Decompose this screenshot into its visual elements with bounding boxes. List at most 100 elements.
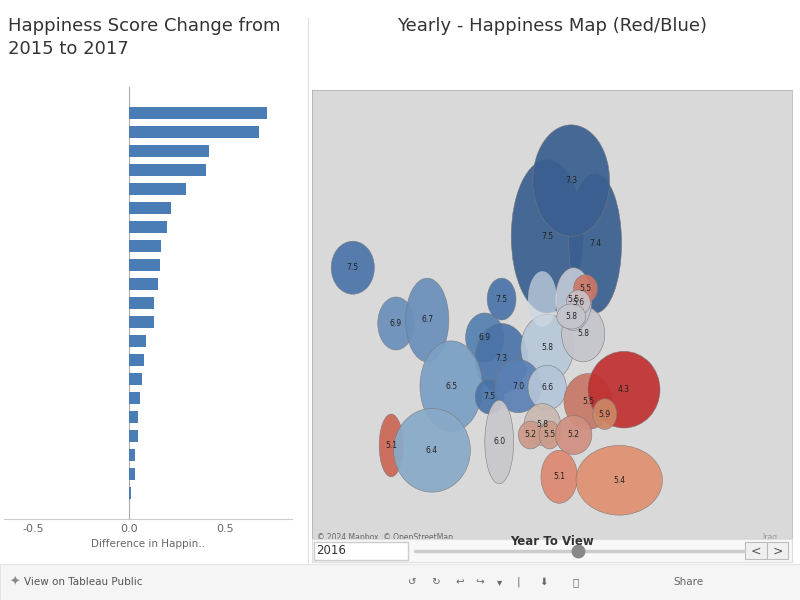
Text: 4.3: 4.3 <box>618 385 630 394</box>
Bar <box>129 487 130 499</box>
Ellipse shape <box>331 241 374 294</box>
Text: ↺: ↺ <box>408 577 416 587</box>
Ellipse shape <box>555 415 592 454</box>
FancyBboxPatch shape <box>746 542 766 559</box>
Bar <box>129 335 146 347</box>
Bar <box>129 468 134 481</box>
Bar <box>129 354 144 366</box>
Ellipse shape <box>533 125 610 236</box>
Text: ▾: ▾ <box>498 577 502 587</box>
Text: 6.5: 6.5 <box>445 382 458 391</box>
Ellipse shape <box>541 451 578 503</box>
Ellipse shape <box>466 313 504 362</box>
Text: ⬇: ⬇ <box>540 577 548 587</box>
Bar <box>129 125 259 138</box>
Text: 5.5: 5.5 <box>582 397 594 406</box>
Ellipse shape <box>588 352 660 428</box>
Ellipse shape <box>394 409 470 492</box>
Text: Yearly - Happiness Map (Red/Blue): Yearly - Happiness Map (Red/Blue) <box>397 17 707 35</box>
Text: ✦: ✦ <box>10 575 20 589</box>
Ellipse shape <box>518 421 542 449</box>
Text: <: < <box>750 544 762 557</box>
Ellipse shape <box>555 268 592 331</box>
Text: 7.5: 7.5 <box>541 232 554 241</box>
Ellipse shape <box>495 360 542 413</box>
Text: 5.8: 5.8 <box>536 420 549 429</box>
Ellipse shape <box>562 306 605 362</box>
Text: Year To View: Year To View <box>510 535 594 548</box>
Ellipse shape <box>566 290 590 315</box>
Ellipse shape <box>475 379 504 414</box>
FancyBboxPatch shape <box>314 542 408 560</box>
Ellipse shape <box>487 278 516 320</box>
Text: >: > <box>772 544 783 557</box>
Ellipse shape <box>406 278 449 362</box>
FancyBboxPatch shape <box>767 542 788 559</box>
Text: 5.2: 5.2 <box>525 430 536 439</box>
Ellipse shape <box>564 374 612 430</box>
Text: 2016: 2016 <box>316 544 346 557</box>
Text: Happiness Score Change from
2015 to 2017: Happiness Score Change from 2015 to 2017 <box>8 17 281 58</box>
Text: 6.7: 6.7 <box>421 316 434 325</box>
Text: ↻: ↻ <box>432 577 440 587</box>
Bar <box>129 411 138 423</box>
Bar <box>129 449 134 461</box>
Text: 5.5: 5.5 <box>567 295 580 304</box>
Text: 5.5: 5.5 <box>579 284 592 293</box>
Ellipse shape <box>593 399 617 430</box>
Text: 7.5: 7.5 <box>495 295 508 304</box>
Bar <box>129 183 186 195</box>
Text: 6.9: 6.9 <box>390 319 402 328</box>
Text: 6.4: 6.4 <box>426 446 438 455</box>
Text: 7.5: 7.5 <box>483 392 496 401</box>
Ellipse shape <box>524 404 561 445</box>
Ellipse shape <box>378 297 414 350</box>
Text: View on Tableau Public: View on Tableau Public <box>24 577 142 587</box>
Text: 5.5: 5.5 <box>543 430 556 439</box>
Bar <box>129 145 210 157</box>
Text: Iraq: Iraq <box>762 533 778 542</box>
Bar <box>129 107 267 119</box>
Bar <box>129 278 158 290</box>
Text: 6.0: 6.0 <box>493 437 506 446</box>
Ellipse shape <box>528 365 566 410</box>
Bar <box>129 297 154 309</box>
Text: © 2024 Mapbox  © OpenStreetMap: © 2024 Mapbox © OpenStreetMap <box>317 533 453 542</box>
Text: Share: Share <box>673 577 703 587</box>
Bar <box>129 240 162 252</box>
Text: 7.4: 7.4 <box>589 239 602 248</box>
Ellipse shape <box>528 271 557 327</box>
Ellipse shape <box>557 304 586 329</box>
Bar <box>129 373 142 385</box>
Text: 5.8: 5.8 <box>565 312 578 321</box>
Ellipse shape <box>379 414 403 477</box>
Text: 5.9: 5.9 <box>598 410 611 419</box>
Ellipse shape <box>521 314 574 382</box>
Text: 5.1: 5.1 <box>554 472 565 481</box>
Ellipse shape <box>574 275 598 302</box>
Ellipse shape <box>569 173 622 313</box>
Text: ↪: ↪ <box>476 577 484 587</box>
Ellipse shape <box>539 421 560 449</box>
Text: 5.2: 5.2 <box>568 430 579 439</box>
Ellipse shape <box>420 341 482 431</box>
Text: ⬜: ⬜ <box>573 577 579 587</box>
Ellipse shape <box>576 445 662 515</box>
Ellipse shape <box>485 400 514 484</box>
Bar <box>129 202 171 214</box>
Bar <box>129 259 159 271</box>
Text: 7.5: 7.5 <box>346 263 359 272</box>
Bar <box>129 316 154 328</box>
Text: 5.4: 5.4 <box>613 476 626 485</box>
Bar <box>129 221 167 233</box>
Text: 5.6: 5.6 <box>572 298 585 307</box>
Text: 5.1: 5.1 <box>386 441 397 450</box>
Text: 7.0: 7.0 <box>512 382 525 391</box>
Text: |: | <box>517 577 520 587</box>
Text: ↩: ↩ <box>456 577 464 587</box>
Text: 5.8: 5.8 <box>578 329 589 338</box>
Bar <box>129 164 206 176</box>
Text: 7.3: 7.3 <box>565 176 578 185</box>
Text: 6.9: 6.9 <box>478 333 491 342</box>
Text: 6.6: 6.6 <box>541 383 554 392</box>
